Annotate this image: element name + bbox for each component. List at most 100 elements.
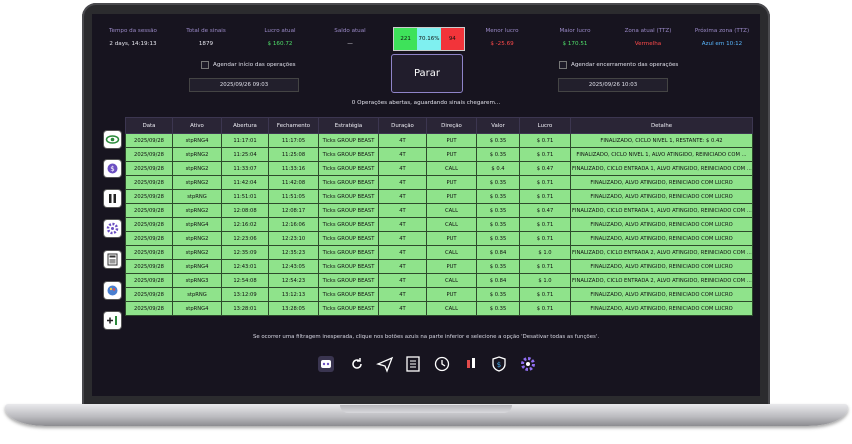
stop-button[interactable]: Parar (391, 54, 463, 93)
table-cell: FINALIZADO, CICLO ENTRADA 2, ALVO ATINGI… (570, 245, 753, 260)
schedule-start-label: Agendar início das operações (213, 62, 296, 68)
icon-pause[interactable] (104, 190, 121, 207)
table-cell: $ 0.35 (476, 133, 520, 148)
stat-value: $ 160.72 (267, 41, 293, 47)
table-cell: 11:33:16 (268, 161, 319, 176)
column-header: Detalhe (570, 117, 753, 134)
table-cell: 12:16:02 (221, 217, 269, 232)
checkbox[interactable] (201, 61, 209, 69)
table-cell: Ticks GROUP BEAST (318, 301, 379, 316)
column-header: Abertura (221, 117, 269, 134)
schedule-end-datetime[interactable]: 2025/09/26 10:03 (558, 78, 668, 92)
table-row: 2025/09/28 stpRNG2 11:33:07 11:33:16 Ticks G… (125, 161, 753, 176)
table-cell: FINALIZADO, ALVO ATINGIDO, REINICIADO CO… (570, 259, 753, 274)
table-cell: $ 0.71 (519, 133, 571, 148)
table-cell: $ 0.47 (519, 203, 571, 218)
table-cell: 2025/09/28 (125, 231, 173, 246)
table-cell: 2025/09/28 (125, 161, 173, 176)
table-cell: $ 0.71 (519, 231, 571, 246)
icon-candles[interactable] (462, 355, 480, 373)
icon-clock[interactable] (433, 355, 451, 373)
schedule-start[interactable]: Agendar início das operações (201, 61, 296, 69)
icon-gear[interactable] (519, 355, 537, 373)
table-cell: stpRNG4 (172, 301, 222, 316)
table-cell: CALL (426, 203, 477, 218)
table-cell: 12:23:10 (268, 231, 319, 246)
table-cell: $ 0.71 (519, 189, 571, 204)
stat-value: 1879 (198, 41, 214, 47)
table-cell: CALL (426, 217, 477, 232)
table-cell: PUT (426, 133, 477, 148)
table-cell: 11:51:05 (268, 189, 319, 204)
icon-calculator[interactable] (104, 251, 121, 268)
table-row: 2025/09/28 stpRNG4 12:43:01 12:43:05 Ticks G… (125, 259, 753, 274)
icon-add[interactable] (104, 312, 121, 329)
icon-robot[interactable] (317, 355, 335, 373)
losses: 94 (440, 28, 464, 50)
table-cell: $ 0.35 (476, 217, 520, 232)
table-cell: 2025/09/28 (125, 133, 173, 148)
table-cell: PUT (426, 231, 477, 246)
table-cell: 12:54:08 (221, 273, 269, 288)
table-body: 2025/09/28 stpRNG4 11:17:01 11:17:05 Ticks G… (125, 133, 753, 316)
table-cell: 12:08:08 (221, 203, 269, 218)
table-cell: PUT (426, 175, 477, 190)
table-cell: CALL (426, 273, 477, 288)
table-cell: 11:42:04 (221, 175, 269, 190)
table-cell: 13:12:13 (268, 287, 319, 302)
table-row: 2025/09/28 stpRNG3 12:54:08 12:54:23 Ticks G… (125, 273, 753, 288)
table-cell: Ticks GROUP BEAST (318, 133, 379, 148)
table-cell: 4T (378, 147, 427, 162)
icon-money[interactable]: $ (104, 160, 121, 177)
table-cell: FINALIZADO, CICLO ENTRADA 1, ALVO ATINGI… (570, 203, 753, 218)
table-cell: FINALIZADO, CICLO ENTRADA 1, ALVO ATINGI… (570, 161, 753, 176)
win-loss: 221 70.16% 94 (393, 27, 465, 51)
table-cell: 4T (378, 133, 427, 148)
table-cell: CALL (426, 245, 477, 260)
table-row: 2025/09/28 stpRNG 11:51:01 11:51:05 Ticks GR… (125, 189, 753, 204)
stat-label: Zona atual (TTZ) (624, 28, 672, 34)
table-cell: 4T (378, 217, 427, 232)
icon-checklist[interactable] (404, 355, 422, 373)
table-cell: 12:43:05 (268, 259, 319, 274)
table-cell: 4T (378, 175, 427, 190)
footer-note: Se ocorrer uma filtragem inesperada, cli… (252, 334, 600, 340)
table-cell: 4T (378, 203, 427, 218)
table-cell: $ 1.0 (519, 245, 571, 260)
icon-palette[interactable] (104, 282, 121, 299)
table-cell: 4T (378, 259, 427, 274)
stat-label: Total de sinais (186, 28, 226, 34)
table-cell: 2025/09/28 (125, 175, 173, 190)
table-cell: 4T (378, 273, 427, 288)
table-row: 2025/09/28 stpRNG4 13:28:01 13:28:05 Ticks G… (125, 301, 753, 316)
table-cell: 11:25:04 (221, 147, 269, 162)
table-cell: CALL (426, 301, 477, 316)
table-cell: Ticks GROUP BEAST (318, 273, 379, 288)
svg-text:$: $ (110, 165, 114, 173)
table-cell: $ 0.35 (476, 175, 520, 190)
icon-shield[interactable]: $ (490, 355, 508, 373)
table-cell: FINALIZADO, ALVO ATINGIDO, REINICIADO CO… (570, 301, 753, 316)
table-cell: $ 0.71 (519, 259, 571, 274)
table-cell: 4T (378, 301, 427, 316)
stat: Próxima zona (TTZ) Azul em 10:12 (682, 28, 760, 47)
stat: Saldo atual — (310, 28, 390, 47)
stat-value: — (347, 41, 353, 47)
stat: Lucro atual $ 160.72 (240, 28, 320, 47)
table-cell: stpRNG2 (172, 231, 222, 246)
table-cell: $ 0.71 (519, 217, 571, 232)
schedule-start-datetime[interactable]: 2025/09/26 09:03 (189, 78, 299, 92)
table-cell: 12:35:23 (268, 245, 319, 260)
checkbox[interactable] (559, 61, 567, 69)
table-cell: 13:28:05 (268, 301, 319, 316)
table-cell: stpRNG2 (172, 147, 222, 162)
schedule-end[interactable]: Agendar encerramento das operações (559, 61, 678, 69)
table-cell: FINALIZADO, ALVO ATINGIDO, REINICIADO CO… (570, 287, 753, 302)
stat-value: $ -25.69 (490, 41, 514, 47)
icon-refresh[interactable] (348, 355, 366, 373)
icon-eye[interactable] (104, 131, 121, 148)
table-cell: stpRNG2 (172, 203, 222, 218)
icon-send[interactable] (376, 355, 394, 373)
icon-settings[interactable] (104, 220, 121, 237)
stat-value: Vermelha (634, 41, 662, 47)
